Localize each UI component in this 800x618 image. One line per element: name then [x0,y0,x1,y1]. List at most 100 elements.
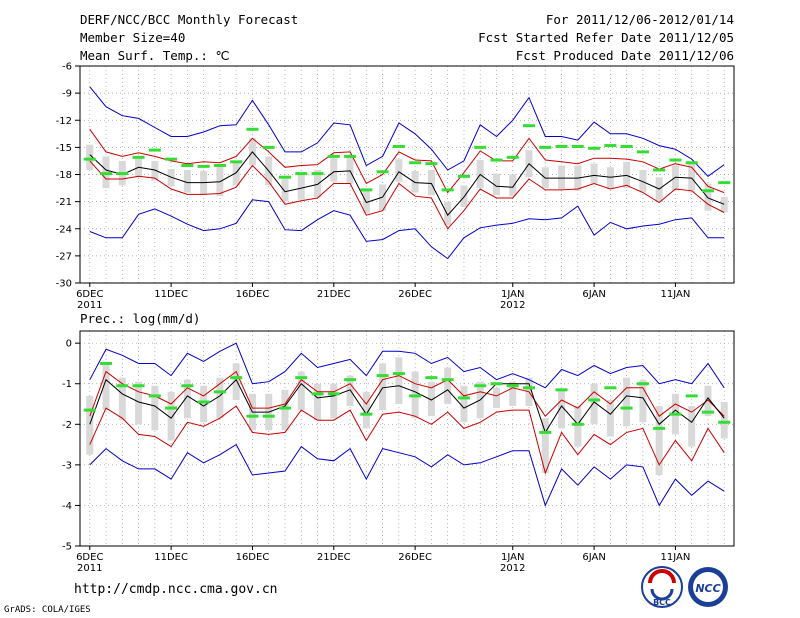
temp-series-lower [89,160,725,230]
prec-box [720,401,728,439]
prec-box [297,371,305,411]
temp-ytick-label: -21 [56,197,72,208]
temp-box [183,169,191,193]
forecast-period: For 2011/12/06-2012/01/14 [545,12,734,27]
temp-xtick-label: 26DEC [398,289,432,300]
prec-ytick-label: -1 [62,379,72,390]
prec-box [314,383,322,421]
temp-series-min [89,199,725,260]
prec-box [379,363,387,411]
ncc-logo-text: NCC [695,582,720,595]
prec-box [232,363,240,400]
prec-box [606,399,614,437]
start-date: Fcst Started Refer Date 2011/12/05 [478,30,734,45]
prec-box [281,389,289,431]
prec-box [167,391,175,441]
produced-date: Fcst Produced Date 2011/12/06 [515,48,734,63]
prec-ytick-label: -5 [62,542,72,553]
prec-series-min [89,443,725,507]
prec-series-mean [89,378,725,434]
prec-series-max [89,342,725,389]
prec-xtick-label: 11JAN [661,552,691,563]
temp-xtick-year: 2012 [500,300,525,311]
temp-xtick-year: 2011 [77,300,102,311]
prec-box [623,377,631,427]
bcc-logo-text: BCC [653,598,671,607]
prec-box [135,381,143,425]
temp-series-upper [89,129,725,194]
prec-box [541,418,549,473]
prec-xtick-label: 21DEC [317,552,351,563]
temp-xtick-label: 1JAN [501,289,524,300]
prec-xtick-label: 6DEC [76,552,103,563]
prec-box [639,379,647,423]
temp-box [427,169,435,196]
prec-box [200,385,208,423]
prec-box [574,406,582,447]
temp-ytick-label: -27 [56,251,72,262]
temp-box [704,183,712,211]
temp-box [558,165,566,189]
bcc-logo-icon: BCC [641,566,683,608]
temp-box [297,174,305,200]
temp-xtick-label: 6DEC [76,289,103,300]
temp-xtick-label: 21DEC [317,289,351,300]
prec-box [151,385,159,431]
temp-xtick-label: 6JAN [582,289,605,300]
prec-ytick-label: -4 [62,501,72,512]
prec-box [590,383,598,425]
temp-box [330,158,338,182]
temp-ytick-label: -15 [56,143,72,154]
temp-ytick-label: -18 [56,170,72,181]
temp-box [411,170,419,193]
prec-box [118,377,126,421]
prec-ytick-label: 0 [66,339,72,350]
prec-frame [79,330,735,547]
prec-box [509,381,517,407]
prec-box [216,377,224,419]
prec-box [362,391,370,429]
temp-xtick-label: 16DEC [236,289,270,300]
temp-box [720,197,728,213]
temp-box [395,159,403,182]
temp-series-max [89,86,725,177]
prec-xtick-year: 2011 [77,563,102,574]
temp-ytick-label: -6 [62,62,72,73]
prec-box [444,367,452,405]
logos: BCC NCC [641,566,728,608]
prec-xtick-label: 11DEC [154,552,188,563]
prec-box [183,379,191,419]
prec-box [460,385,468,423]
prec-series-upper [89,370,725,417]
prec-box [655,406,663,476]
prec-box [330,383,338,419]
prec-ytick-label: -3 [62,460,72,471]
grads-credit: GrADS: COLA/IGES [4,605,91,615]
variable-label: Mean Surf. Temp.: ℃ [80,48,230,63]
temp-box [86,144,94,170]
prec-box [102,363,110,411]
temp-box [362,188,370,214]
temp-series-mean [89,151,725,217]
prec-box [346,375,354,407]
temp-xtick-label: 11JAN [661,289,691,300]
temp-ytick-label: -24 [56,224,72,235]
prec-box [395,357,403,405]
temp-ytick-label: -9 [62,89,72,100]
prec-xtick-label: 1JAN [501,552,524,563]
prec-series-lower [89,405,725,475]
temp-box [281,179,289,202]
temp-box [509,174,517,197]
prec-xtick-label: 26DEC [398,552,432,563]
temp-box [444,201,452,226]
prec-box [86,395,94,455]
temp-box [590,163,598,184]
temp-box [671,165,679,191]
prec-box [704,385,712,417]
member-size: Member Size=40 [80,30,186,45]
temp-xtick-label: 11DEC [154,289,188,300]
temp-box [606,167,614,189]
prec-xtick-label: 6JAN [582,552,605,563]
